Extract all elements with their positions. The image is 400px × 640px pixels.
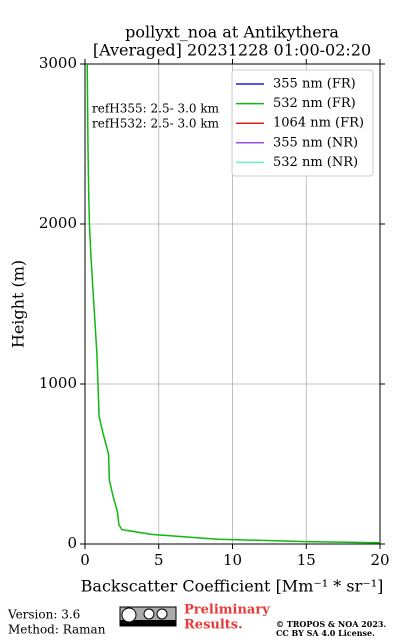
y-tick-label: 1000 [39,374,77,392]
version: Version: 3.6 [7,608,80,622]
y-axis-label: Height (m) [9,260,28,348]
legend-label: 355 nm (FR) [273,77,356,92]
chart-title: pollyxt_noa at Antikythera [125,23,339,42]
notice: Preliminary [184,603,270,618]
method: Method: Raman [8,623,106,637]
copyright: © TROPOS & NOA 2023. [276,619,386,629]
data-line [86,63,381,544]
x-tick-label: 15 [297,551,316,569]
y-tick-label: 0 [67,534,77,552]
x-tick-label: 20 [370,551,389,569]
legend-label: 532 nm (NR) [273,155,358,170]
notice: Results. [184,618,243,633]
y-tick-label: 2000 [39,214,77,232]
copyright: CC BY SA 4.0 License. [276,628,375,638]
x-tick-label: 10 [223,551,242,569]
legend-label: 532 nm (FR) [273,96,356,111]
x-axis-label: Backscatter Coefficient [Mm⁻¹ * sr⁻¹] [81,577,384,596]
legend-label: 355 nm (NR) [273,135,358,150]
annotation: refH532: 2.5- 3.0 km [92,117,220,131]
annotation: refH355: 2.5- 3.0 km [92,102,220,116]
y-tick-label: 3000 [39,54,77,72]
chart-title: [Averaged] 20231228 01:00-02:20 [93,41,371,60]
x-tick-label: 0 [80,551,90,569]
x-tick-label: 5 [154,551,164,569]
cc-logo [119,606,177,627]
legend-box [231,69,374,177]
plot-frame [84,63,381,545]
legend-label: 1064 nm (FR) [273,116,364,131]
